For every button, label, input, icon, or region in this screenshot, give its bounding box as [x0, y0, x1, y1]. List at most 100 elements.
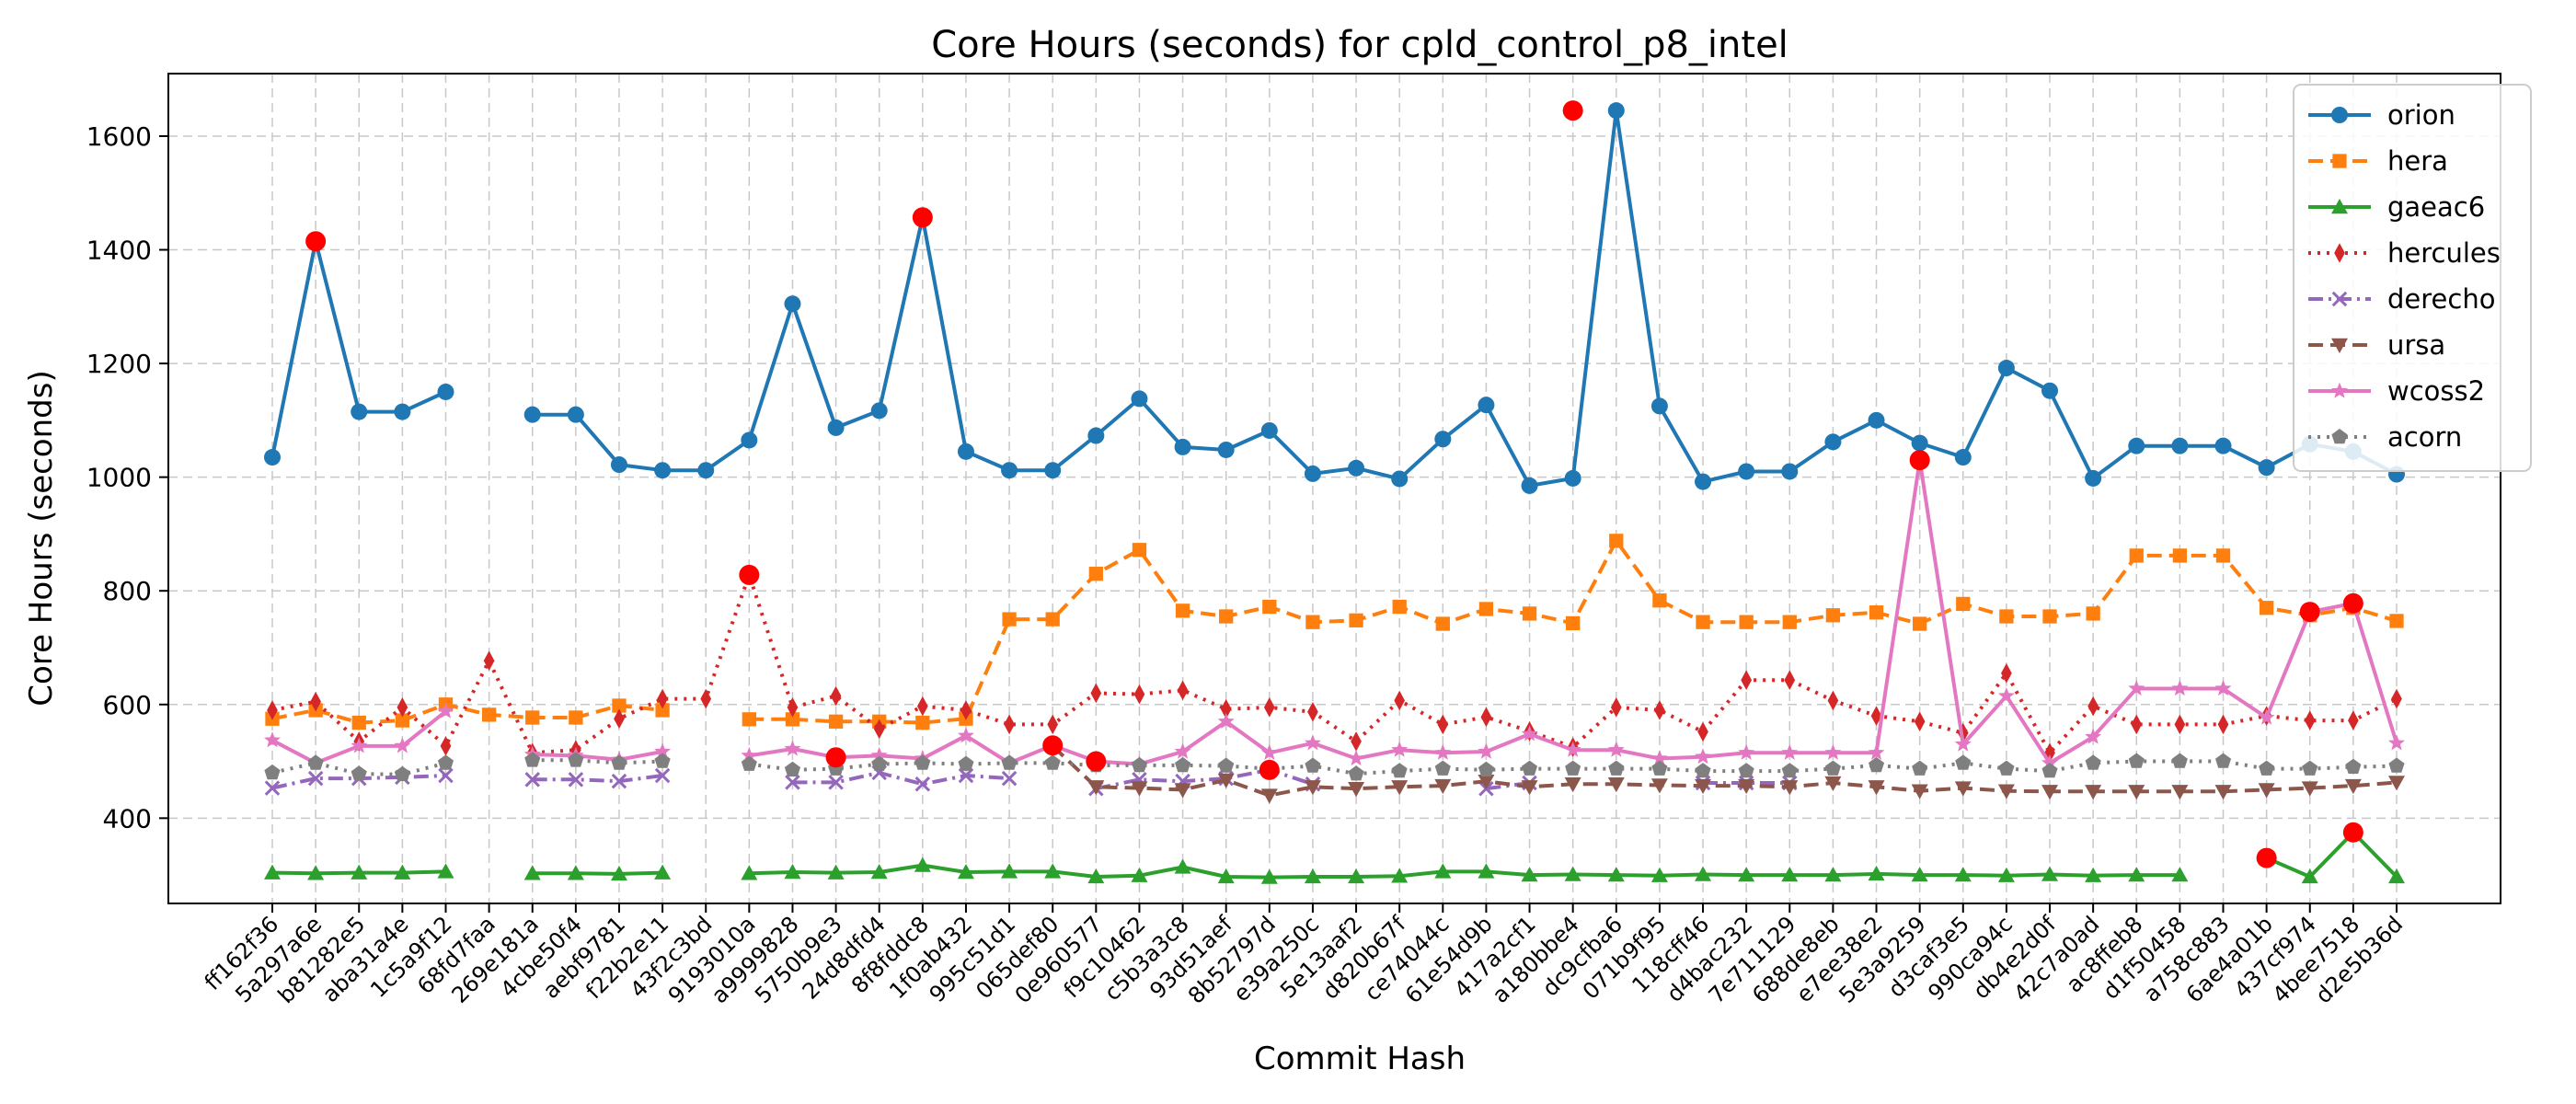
data-point — [1132, 543, 1147, 558]
data-point — [654, 767, 671, 784]
data-point — [1217, 712, 1235, 729]
data-point — [2331, 199, 2348, 214]
data-point — [1997, 687, 2015, 704]
series-line — [532, 774, 663, 784]
data-point — [1954, 735, 1972, 752]
data-point — [2042, 609, 2057, 624]
data-point — [1997, 360, 2015, 377]
legend-item-acorn: acorn — [2308, 421, 2462, 453]
data-point — [1565, 760, 1581, 776]
series-line — [271, 761, 447, 776]
data-point — [1521, 780, 1538, 796]
series-line — [271, 702, 663, 725]
data-point — [1260, 868, 1278, 884]
data-point — [1305, 734, 1321, 751]
highlight-point — [305, 231, 327, 252]
data-point — [1305, 757, 1321, 773]
data-point — [2331, 429, 2348, 444]
data-point — [1914, 711, 1926, 732]
data-point — [1260, 743, 1278, 760]
data-point — [957, 443, 974, 460]
series-line — [271, 572, 2398, 755]
data-point — [1174, 742, 1191, 759]
data-point — [1349, 613, 1363, 627]
data-point — [611, 754, 627, 770]
data-point — [654, 462, 672, 479]
highlight-point — [825, 747, 846, 768]
data-point — [2085, 469, 2102, 487]
data-point — [1954, 781, 1972, 797]
data-point — [654, 864, 672, 880]
highlight-point — [739, 564, 760, 585]
data-point — [1741, 670, 1753, 691]
series-line — [532, 758, 663, 765]
data-point — [1004, 714, 1015, 735]
data-point — [2086, 606, 2100, 621]
data-point — [1044, 754, 1061, 770]
data-point — [1001, 462, 1018, 479]
data-point — [1437, 714, 1449, 735]
data-point — [1087, 780, 1105, 796]
data-point — [1522, 606, 1537, 621]
data-point — [1824, 776, 1842, 792]
data-point — [1478, 774, 1495, 790]
data-point — [914, 776, 931, 792]
data-point — [2259, 760, 2275, 776]
data-point — [1824, 433, 1842, 451]
data-point — [2041, 382, 2059, 399]
data-point — [437, 863, 454, 879]
data-point — [1695, 763, 1711, 778]
data-point — [2391, 688, 2402, 709]
data-point — [523, 406, 541, 423]
data-point — [568, 772, 584, 788]
x-axis-label: Commit Hash — [1254, 1041, 1466, 1077]
data-point — [2128, 785, 2145, 800]
data-point — [1695, 778, 1712, 795]
data-point — [1998, 760, 2015, 776]
data-point — [870, 402, 888, 420]
series-hercules — [267, 565, 2402, 764]
data-point — [1564, 741, 1581, 757]
data-point — [1262, 599, 1277, 615]
legend-item-wcoss2: wcoss2 — [2308, 375, 2485, 407]
series-line — [532, 750, 663, 762]
data-point — [1781, 763, 1798, 778]
data-point — [1695, 748, 1711, 765]
data-point — [2131, 714, 2143, 735]
data-point — [1868, 743, 1885, 760]
data-point — [1348, 782, 1365, 798]
data-point — [1738, 763, 1754, 778]
series-line — [792, 770, 1010, 787]
data-point — [1088, 567, 1103, 581]
data-point — [1650, 750, 1668, 766]
data-point — [1827, 690, 1839, 711]
data-point — [568, 752, 584, 767]
data-point — [1650, 867, 1668, 882]
data-point — [870, 746, 888, 763]
data-point — [1001, 770, 1018, 787]
legend-label: ursa — [2387, 329, 2445, 361]
series-hera — [265, 534, 2404, 730]
data-point — [612, 698, 627, 713]
data-point — [2348, 710, 2359, 730]
highlight-point — [1259, 759, 1280, 780]
legend-item-gaeac6: gaeac6 — [2308, 191, 2485, 223]
y-tick-label: 1200 — [86, 349, 152, 379]
data-point — [567, 406, 584, 423]
data-point — [351, 737, 368, 753]
data-point — [1434, 760, 1451, 776]
data-point — [870, 864, 888, 880]
y-tick-label: 1400 — [86, 236, 152, 266]
plot-frame — [167, 73, 2501, 904]
data-point — [394, 403, 411, 420]
data-point — [1608, 760, 1625, 776]
data-point — [1650, 778, 1668, 794]
legend-item-hercules: hercules — [2308, 237, 2501, 269]
data-point — [1348, 750, 1364, 766]
data-point — [567, 865, 584, 880]
data-point — [2388, 776, 2405, 791]
data-point — [787, 697, 799, 718]
data-point — [2085, 754, 2101, 770]
